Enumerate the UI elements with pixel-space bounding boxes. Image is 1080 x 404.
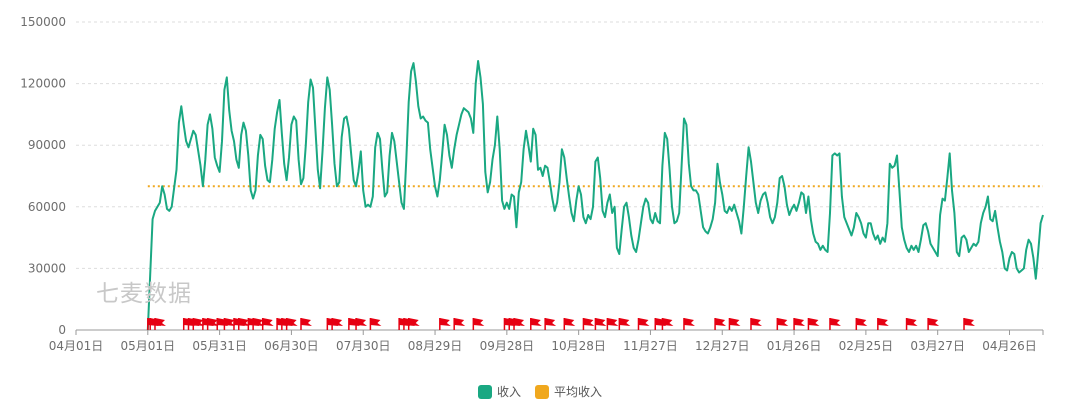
- x-tick-label: 09月28日: [480, 339, 535, 353]
- legend-label-average-income: 平均收入: [554, 385, 603, 399]
- y-tick-label: 150000: [20, 15, 66, 29]
- legend-swatch-average-income: [535, 384, 549, 399]
- event-flag-icon[interactable]: [829, 318, 841, 330]
- legend-item-average-income[interactable]: 平均收入: [535, 383, 602, 400]
- event-flag-icon[interactable]: [905, 318, 918, 330]
- event-flag-icon[interactable]: [355, 318, 368, 330]
- y-tick-label: 60000: [28, 200, 66, 214]
- event-flag-icon[interactable]: [877, 318, 889, 330]
- legend: 收入 平均收入: [0, 383, 1080, 400]
- x-tick-label: 08月29日: [408, 339, 463, 353]
- event-flag-icon[interactable]: [544, 318, 557, 330]
- event-flag-icon[interactable]: [238, 318, 250, 330]
- event-flag-icon[interactable]: [793, 318, 806, 330]
- x-tick-label: 04月26日: [982, 339, 1037, 353]
- income-series-line: [146, 60, 1044, 331]
- x-tick-label: 04月01日: [49, 339, 104, 353]
- event-flag-icon[interactable]: [206, 318, 219, 330]
- event-flag-icon[interactable]: [472, 318, 485, 330]
- event-flag-icon[interactable]: [582, 318, 595, 330]
- x-tick-label: 05月31日: [192, 339, 247, 353]
- x-tick-label: 01月26日: [767, 339, 822, 353]
- event-flag-icon[interactable]: [927, 318, 940, 330]
- event-flag-icon[interactable]: [407, 318, 420, 330]
- legend-label-income: 收入: [496, 385, 521, 399]
- event-flag-icon[interactable]: [439, 318, 451, 330]
- event-flag-icon[interactable]: [855, 318, 868, 330]
- legend-swatch-income: [477, 384, 492, 399]
- event-flag-icon[interactable]: [331, 318, 344, 330]
- event-flag-icon[interactable]: [807, 318, 820, 330]
- event-flag-icon[interactable]: [728, 318, 741, 330]
- event-flag-icon[interactable]: [252, 318, 265, 330]
- event-flag-icon[interactable]: [530, 318, 542, 330]
- x-tick-label: 05月01日: [121, 339, 176, 353]
- y-tick-label: 120000: [20, 77, 66, 91]
- event-flag-icon[interactable]: [192, 318, 205, 330]
- x-tick-label: 06月30日: [264, 339, 319, 353]
- x-tick-label: 03月27日: [910, 339, 965, 353]
- event-flag-icon[interactable]: [300, 318, 312, 330]
- watermark: 七麦数据: [96, 281, 192, 307]
- legend-item-income[interactable]: 收入: [477, 383, 521, 400]
- x-tick-label: 12月27日: [695, 339, 750, 353]
- event-flag-icon[interactable]: [369, 318, 382, 330]
- event-flag-icon[interactable]: [963, 318, 976, 330]
- event-flag-icon[interactable]: [606, 318, 619, 330]
- x-tick-label: 10月28日: [551, 339, 606, 353]
- y-tick-label: 30000: [28, 261, 66, 275]
- event-flag-icon[interactable]: [637, 318, 650, 330]
- event-flag-icon[interactable]: [261, 318, 274, 330]
- event-flag-icon[interactable]: [513, 318, 526, 330]
- event-flag-icon[interactable]: [776, 318, 789, 330]
- x-tick-label: 02月25日: [839, 339, 894, 353]
- event-flag-icon[interactable]: [661, 318, 674, 330]
- event-flag-icon[interactable]: [223, 318, 236, 330]
- event-flag-icon[interactable]: [453, 318, 466, 330]
- income-line-chart: 0 30000 60000 90000 120000 150000 04月01日 05月01日…: [20, 15, 1044, 353]
- event-flag-icon[interactable]: [618, 318, 631, 330]
- event-flag-icon[interactable]: [714, 318, 727, 330]
- x-tick-label: 11月27日: [623, 339, 678, 353]
- event-flag-icon[interactable]: [594, 318, 607, 330]
- x-tick-label: 07月30日: [336, 339, 391, 353]
- event-flag-icon[interactable]: [683, 318, 695, 330]
- y-tick-label: 90000: [28, 138, 66, 152]
- event-flag-icon[interactable]: [285, 318, 298, 330]
- event-flag-icon[interactable]: [154, 318, 166, 330]
- event-flag-icon[interactable]: [563, 318, 576, 330]
- event-flag-icon[interactable]: [750, 318, 762, 330]
- y-tick-label: 0: [58, 323, 66, 337]
